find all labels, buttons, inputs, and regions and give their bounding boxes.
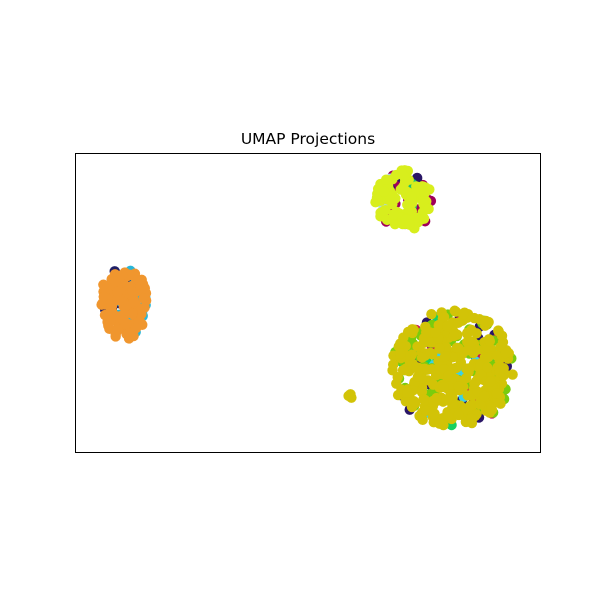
scatter-point bbox=[96, 299, 107, 310]
scatter-point bbox=[103, 320, 114, 331]
scatter-point bbox=[388, 359, 399, 370]
scatter-point bbox=[457, 309, 469, 320]
scatter-point bbox=[431, 392, 442, 404]
scatter-point bbox=[438, 381, 449, 393]
scatter-point bbox=[406, 191, 417, 203]
scatter-point bbox=[434, 343, 445, 354]
scatter-point bbox=[438, 311, 450, 323]
scatter-point bbox=[136, 274, 147, 285]
scatter-point bbox=[98, 279, 109, 290]
scatter-point bbox=[448, 330, 460, 342]
scatter-point bbox=[466, 336, 477, 348]
scatter-point bbox=[453, 409, 465, 421]
scatter-point bbox=[127, 286, 138, 297]
scatter-point bbox=[412, 371, 424, 382]
scatter-point bbox=[425, 347, 436, 359]
scatter-point bbox=[480, 316, 491, 327]
scatter-point bbox=[427, 379, 439, 390]
scatter-point bbox=[109, 276, 121, 287]
scatter-point bbox=[378, 186, 390, 197]
scatter-point bbox=[402, 387, 413, 398]
scatter-point bbox=[500, 347, 512, 359]
scatter-point bbox=[442, 411, 454, 422]
scatter-point bbox=[430, 327, 441, 338]
scatter-point bbox=[403, 326, 414, 338]
scatter-point bbox=[426, 308, 437, 320]
scatter-point bbox=[423, 203, 434, 215]
scatter-point bbox=[112, 294, 124, 306]
scatter-point bbox=[112, 324, 123, 335]
scatter-point bbox=[388, 209, 399, 220]
scatter-point bbox=[418, 213, 430, 224]
scatter-point bbox=[484, 336, 496, 347]
scatter-point bbox=[379, 205, 390, 216]
scatter-point bbox=[112, 286, 124, 297]
scatter-point bbox=[469, 378, 480, 389]
scatter-point bbox=[455, 357, 467, 368]
scatter-point bbox=[447, 351, 458, 363]
chart-title: UMAP Projections bbox=[240, 130, 376, 148]
scatter-point bbox=[464, 363, 475, 374]
scatter-point bbox=[404, 219, 415, 230]
scatter-point bbox=[98, 291, 110, 303]
scatter-point bbox=[466, 417, 478, 429]
scatter-point bbox=[130, 322, 142, 334]
scatter-point bbox=[482, 362, 493, 373]
scatter-point bbox=[416, 352, 428, 363]
scatter-point bbox=[486, 402, 497, 413]
scatter-point bbox=[428, 409, 440, 420]
scatter-point bbox=[474, 399, 486, 410]
scatter-point bbox=[380, 174, 392, 185]
scatter-point bbox=[418, 337, 430, 349]
scatter-point bbox=[395, 348, 406, 359]
scatter-point bbox=[139, 282, 151, 294]
scatter-point bbox=[441, 320, 453, 332]
scatter-point bbox=[471, 344, 483, 356]
scatter-point bbox=[343, 390, 354, 402]
scatter-point bbox=[116, 269, 128, 281]
scatter-point bbox=[439, 351, 451, 362]
scatter-point bbox=[491, 350, 503, 361]
scatter-point bbox=[402, 199, 413, 211]
scatter-point bbox=[389, 218, 401, 230]
scatter-point bbox=[485, 376, 496, 387]
scatter-point bbox=[127, 308, 138, 320]
scatter-point bbox=[138, 293, 149, 304]
scatter-point bbox=[419, 188, 430, 199]
scatter-point bbox=[442, 370, 454, 382]
scatter-point bbox=[466, 324, 477, 336]
scatter-point bbox=[434, 418, 445, 429]
scatter-point bbox=[123, 328, 134, 339]
scatter-point bbox=[452, 317, 464, 329]
scatter-point bbox=[419, 394, 431, 406]
scatter-point bbox=[396, 165, 407, 176]
scatter-point bbox=[397, 364, 409, 376]
scatter-points bbox=[96, 165, 518, 431]
scatter-point bbox=[451, 342, 463, 354]
scatter-point bbox=[430, 370, 442, 381]
scatter-point bbox=[420, 327, 432, 338]
scatter-point bbox=[370, 197, 381, 208]
scatter-point bbox=[408, 395, 420, 407]
scatter-point bbox=[462, 345, 473, 356]
scatter-point bbox=[422, 364, 433, 375]
scatter-point bbox=[391, 378, 402, 389]
scatter-point bbox=[412, 362, 423, 373]
scatter-point bbox=[498, 363, 509, 374]
scatter-point bbox=[507, 369, 518, 380]
scatter-point bbox=[491, 388, 503, 399]
scatter-point bbox=[441, 395, 453, 406]
scatter-point bbox=[464, 400, 476, 412]
scatter-point bbox=[106, 305, 118, 317]
scatter-point bbox=[120, 318, 131, 329]
scatter-point bbox=[496, 330, 508, 342]
axes-frame bbox=[75, 153, 541, 453]
scatter-point bbox=[453, 381, 465, 392]
scatter-point bbox=[483, 351, 494, 363]
scatter-point bbox=[479, 390, 490, 402]
